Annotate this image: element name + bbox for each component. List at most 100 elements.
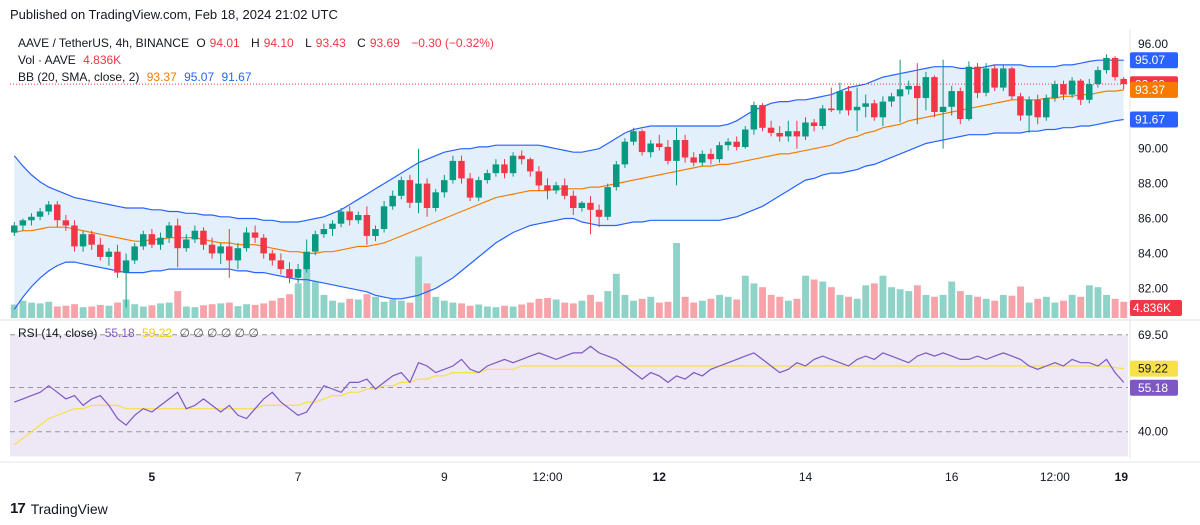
volume-bar — [535, 298, 543, 318]
candle-body — [191, 230, 199, 240]
candle-body — [647, 143, 654, 153]
candle-body — [896, 89, 904, 97]
candle-body — [570, 195, 577, 208]
candle-body — [931, 77, 938, 112]
candle-body — [1060, 84, 1067, 95]
volume-bar — [346, 298, 354, 318]
candle-body — [1034, 99, 1041, 118]
volume-bar — [1111, 298, 1119, 318]
volume-bar — [518, 304, 526, 318]
candle-body — [363, 215, 371, 236]
volume-label[interactable]: Vol · AAVE — [18, 53, 76, 67]
candle-body — [19, 220, 27, 226]
volume-bar — [1094, 287, 1102, 318]
time-tick-label: 19 — [1115, 470, 1129, 484]
volume-bar — [630, 300, 637, 318]
candle-body — [1094, 70, 1102, 85]
rsi-tag: 55.18 — [1138, 381, 1168, 395]
candle-body — [277, 260, 285, 270]
volume-bar — [991, 300, 999, 318]
volume-bar — [621, 294, 629, 318]
candle-body — [320, 229, 328, 235]
bb-upper-price-tag-bg — [1130, 52, 1178, 69]
candle-body — [140, 234, 147, 247]
bb-upper-value: 95.07 — [184, 70, 215, 84]
price-tick-label: 90.00 — [1138, 142, 1168, 156]
candle-body — [71, 225, 78, 247]
candle-body — [131, 246, 138, 261]
volume-bar — [458, 303, 465, 318]
candle-body — [1077, 80, 1084, 100]
volume-bar — [1060, 300, 1067, 318]
candle-body — [337, 211, 345, 224]
volume-bar — [157, 303, 164, 318]
candle-body — [673, 140, 680, 161]
candle-body — [862, 103, 869, 107]
volume-bar — [354, 299, 362, 318]
price-tick-label: 88.00 — [1138, 177, 1168, 191]
candle-body — [423, 183, 431, 208]
volume-bar — [905, 291, 913, 318]
tradingview-brand[interactable]: 17 TradingView — [10, 500, 108, 517]
published-header: Published on TradingView.com, Feb 18, 20… — [10, 7, 338, 22]
candle-body — [656, 143, 663, 147]
volume-bar — [1017, 286, 1024, 318]
volume-bar — [62, 305, 70, 318]
volume-bar — [105, 305, 113, 318]
bb-label[interactable]: BB (20, SMA, close, 2) — [18, 70, 140, 84]
rsi-ma-value: 59.22 — [142, 326, 173, 340]
time-tick-label: 12:00 — [532, 470, 562, 484]
candle-body — [733, 141, 740, 147]
volume-bar — [862, 285, 870, 318]
volume-bar — [191, 307, 199, 318]
candle-body — [269, 253, 276, 261]
volume-bar — [836, 294, 844, 318]
candle-body — [183, 239, 190, 249]
candle-body — [509, 155, 517, 174]
candle-body — [613, 164, 620, 188]
close-value: C 93.69 — [357, 36, 400, 50]
bb-upper-line — [13, 59, 1124, 223]
candle-body — [484, 173, 491, 181]
volume-bar — [1025, 302, 1033, 318]
candle-body — [604, 187, 611, 217]
volume-bar — [36, 303, 44, 318]
candle-body — [1068, 80, 1076, 95]
volume-bar — [1008, 295, 1016, 318]
volume-bar — [79, 307, 87, 318]
candle-body — [466, 178, 474, 198]
candle-body — [630, 131, 637, 142]
volume-bar — [88, 306, 96, 318]
bb-lower-price-tag-bg — [1130, 111, 1178, 128]
symbol-name[interactable]: AAVE / TetherUS, 4h, BINANCE — [18, 36, 189, 50]
candle-body — [552, 185, 560, 191]
volume-bar — [1051, 302, 1059, 318]
volume-bar — [784, 300, 792, 318]
change-value: −0.30 (−0.32%) — [411, 36, 494, 50]
volume-bar — [294, 283, 302, 318]
candle-body — [750, 105, 758, 130]
candle-body — [802, 122, 809, 137]
rsi-label[interactable]: RSI (14, close) — [18, 326, 98, 340]
volume-bar — [999, 294, 1007, 318]
volume-bar — [655, 302, 663, 318]
candle-body — [793, 131, 801, 137]
volume-bar — [707, 298, 715, 318]
candle-body — [54, 204, 61, 221]
candle-body — [105, 251, 113, 257]
volume-bar — [1034, 298, 1042, 318]
volume-bar — [587, 294, 594, 318]
candle-body — [286, 269, 293, 278]
rsi-tick-label: 69.50 — [1138, 328, 1168, 342]
volume-bar — [28, 302, 35, 318]
candle-body — [948, 91, 955, 107]
rsi-legend: RSI (14, close) 55.18 59.22 ∅ ∅ ∅ ∅ ∅ ∅ — [18, 326, 263, 340]
volume-bar — [939, 294, 947, 318]
volume-bar — [595, 301, 603, 318]
volume-bar — [578, 300, 586, 318]
candle-body — [45, 204, 52, 212]
candle-body — [449, 160, 457, 181]
candle-body — [939, 106, 947, 112]
volume-bar — [1085, 285, 1093, 318]
